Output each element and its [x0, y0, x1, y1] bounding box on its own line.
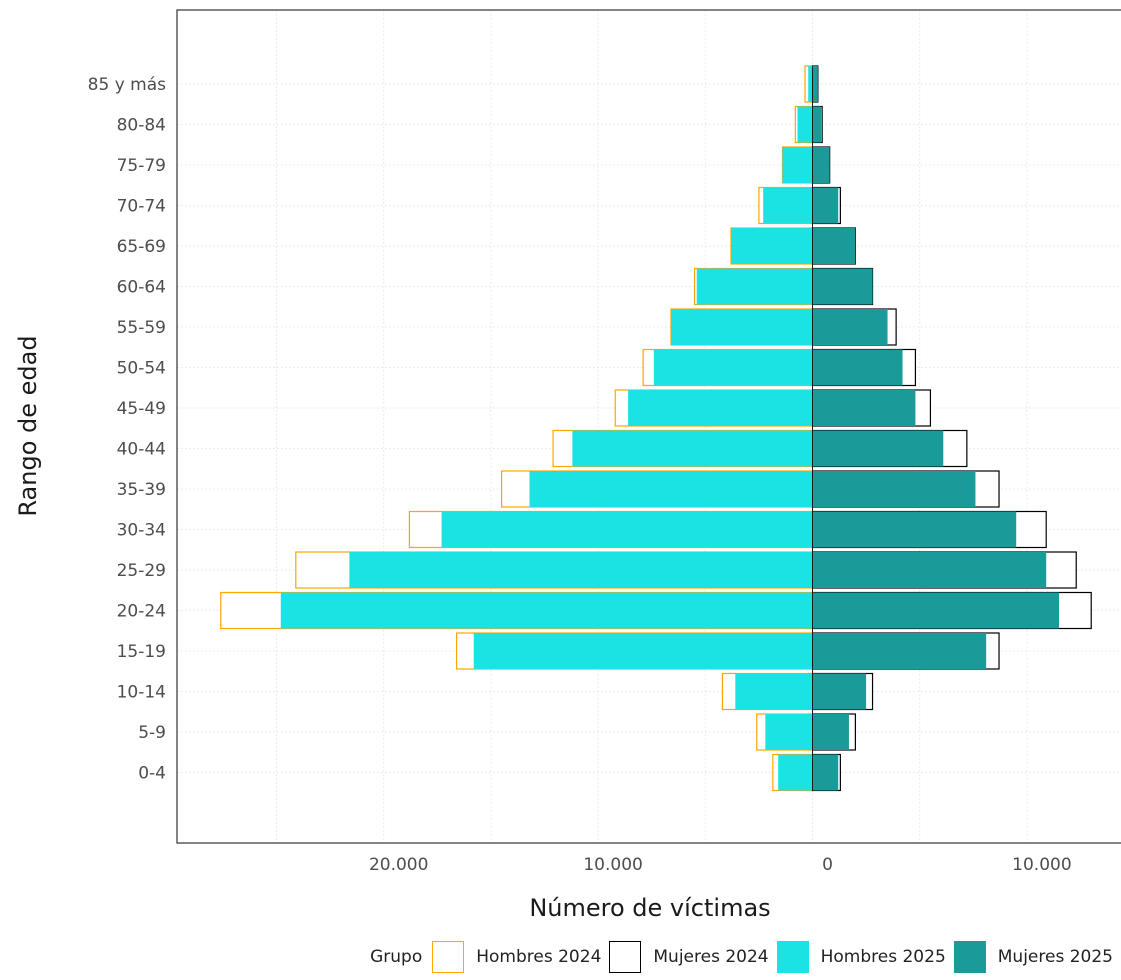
bar-mujeres-2025: [812, 633, 987, 669]
bar-hombres-2025: [572, 430, 813, 467]
bar-hombres-2025: [782, 147, 813, 183]
bar-mujeres-2025: [812, 430, 944, 467]
legend-key-mujeres-2024: [609, 941, 642, 973]
legend-key-hombres-2025: [776, 941, 809, 973]
bars: [220, 65, 1092, 792]
legend-key-hombres-2024: [432, 941, 465, 973]
legend-item-hombres-2024: Hombres 2024: [432, 941, 601, 973]
y-tick-label: 75-79: [117, 156, 166, 176]
bar-mujeres-2025: [812, 187, 839, 224]
bar-hombres-2025: [763, 187, 813, 224]
y-axis-title: Rango de edad: [14, 335, 42, 516]
bar-hombres-2025: [765, 714, 813, 750]
legend: Grupo Hombres 2024 Mujeres 2024 Hombres …: [0, 940, 1121, 974]
bar-mujeres-2025: [812, 106, 822, 143]
legend-label: Mujeres 2024: [653, 947, 769, 967]
legend-title: Grupo: [370, 947, 423, 967]
bar-mujeres-2025: [812, 228, 856, 264]
y-tick-label: 65-69: [117, 237, 166, 257]
legend-item-mujeres-2025: Mujeres 2025: [953, 941, 1113, 973]
population-pyramid-chart: 0-4 5-9 10-14 15-19 20-24 25-29 30-34 35-39 40-4…: [14, 9, 1121, 922]
bar-hombres-2025: [349, 552, 813, 588]
x-tick-label: 10.000: [1012, 855, 1071, 875]
bar-hombres-2025: [628, 390, 813, 426]
bar-mujeres-2025: [812, 754, 839, 791]
bar-hombres-2025: [280, 592, 813, 629]
y-tick-label: 55-59: [117, 318, 166, 338]
y-tick-label: 10-14: [117, 683, 166, 703]
legend-label: Mujeres 2025: [997, 947, 1113, 967]
bar-mujeres-2025: [812, 147, 830, 183]
bar-hombres-2025: [441, 511, 813, 548]
legend-label: Hombres 2025: [820, 947, 946, 967]
bar-mujeres-2025: [812, 66, 818, 102]
y-tick-label: 0-4: [138, 764, 166, 784]
bar-hombres-2025: [529, 471, 813, 507]
bar-mujeres-2025: [812, 471, 976, 507]
y-tick-label: 35-39: [117, 480, 166, 500]
y-tick-label: 60-64: [117, 278, 166, 298]
bar-hombres-2025: [696, 268, 813, 305]
bar-mujeres-2025: [812, 268, 873, 305]
bar-hombres-2025: [735, 673, 813, 710]
bar-mujeres-2025: [812, 592, 1060, 629]
bar-mujeres-2025: [812, 390, 916, 426]
bar-hombres-2025: [653, 349, 813, 386]
x-tick-label: 0: [822, 855, 833, 875]
bar-hombres-2025: [808, 66, 813, 102]
x-tick-label: 10.000: [583, 855, 642, 875]
y-tick-label: 25-29: [117, 561, 166, 581]
y-axis-ticks: 0-4 5-9 10-14 15-19 20-24 25-29 30-34 35-39 40-4…: [88, 75, 166, 784]
y-tick-label: 45-49: [117, 399, 166, 419]
bar-mujeres-2025: [812, 552, 1047, 588]
legend-label: Hombres 2024: [476, 947, 602, 967]
bar-mujeres-2025: [812, 714, 849, 750]
y-tick-label: 70-74: [117, 197, 166, 217]
y-tick-label: 5-9: [138, 723, 166, 743]
bar-hombres-2025: [797, 106, 813, 143]
legend-item-mujeres-2024: Mujeres 2024: [609, 941, 769, 973]
bar-mujeres-2025: [812, 349, 903, 386]
bar-hombres-2025: [778, 754, 813, 791]
y-tick-label: 80-84: [117, 116, 166, 136]
y-tick-label: 30-34: [117, 521, 166, 541]
y-tick-label: 20-24: [117, 602, 166, 622]
y-tick-label: 50-54: [117, 359, 166, 379]
bar-hombres-2025: [473, 633, 813, 669]
bar-mujeres-2025: [812, 309, 888, 345]
plot-border: [176, 9, 1121, 844]
bar-mujeres-2025: [812, 673, 867, 710]
x-axis-ticks: 20.000 10.000 0 10.000: [369, 855, 1072, 875]
legend-key-mujeres-2025: [953, 941, 986, 973]
x-tick-label: 20.000: [369, 855, 428, 875]
x-axis-title: Número de víctimas: [529, 894, 770, 922]
y-tick-label: 15-19: [117, 642, 166, 662]
y-tick-label: 85 y más: [88, 75, 166, 95]
bar-mujeres-2025: [812, 511, 1017, 548]
bar-hombres-2025: [670, 309, 813, 345]
bar-hombres-2025: [731, 228, 813, 264]
y-tick-label: 40-44: [117, 440, 166, 460]
legend-item-hombres-2025: Hombres 2025: [776, 941, 946, 973]
